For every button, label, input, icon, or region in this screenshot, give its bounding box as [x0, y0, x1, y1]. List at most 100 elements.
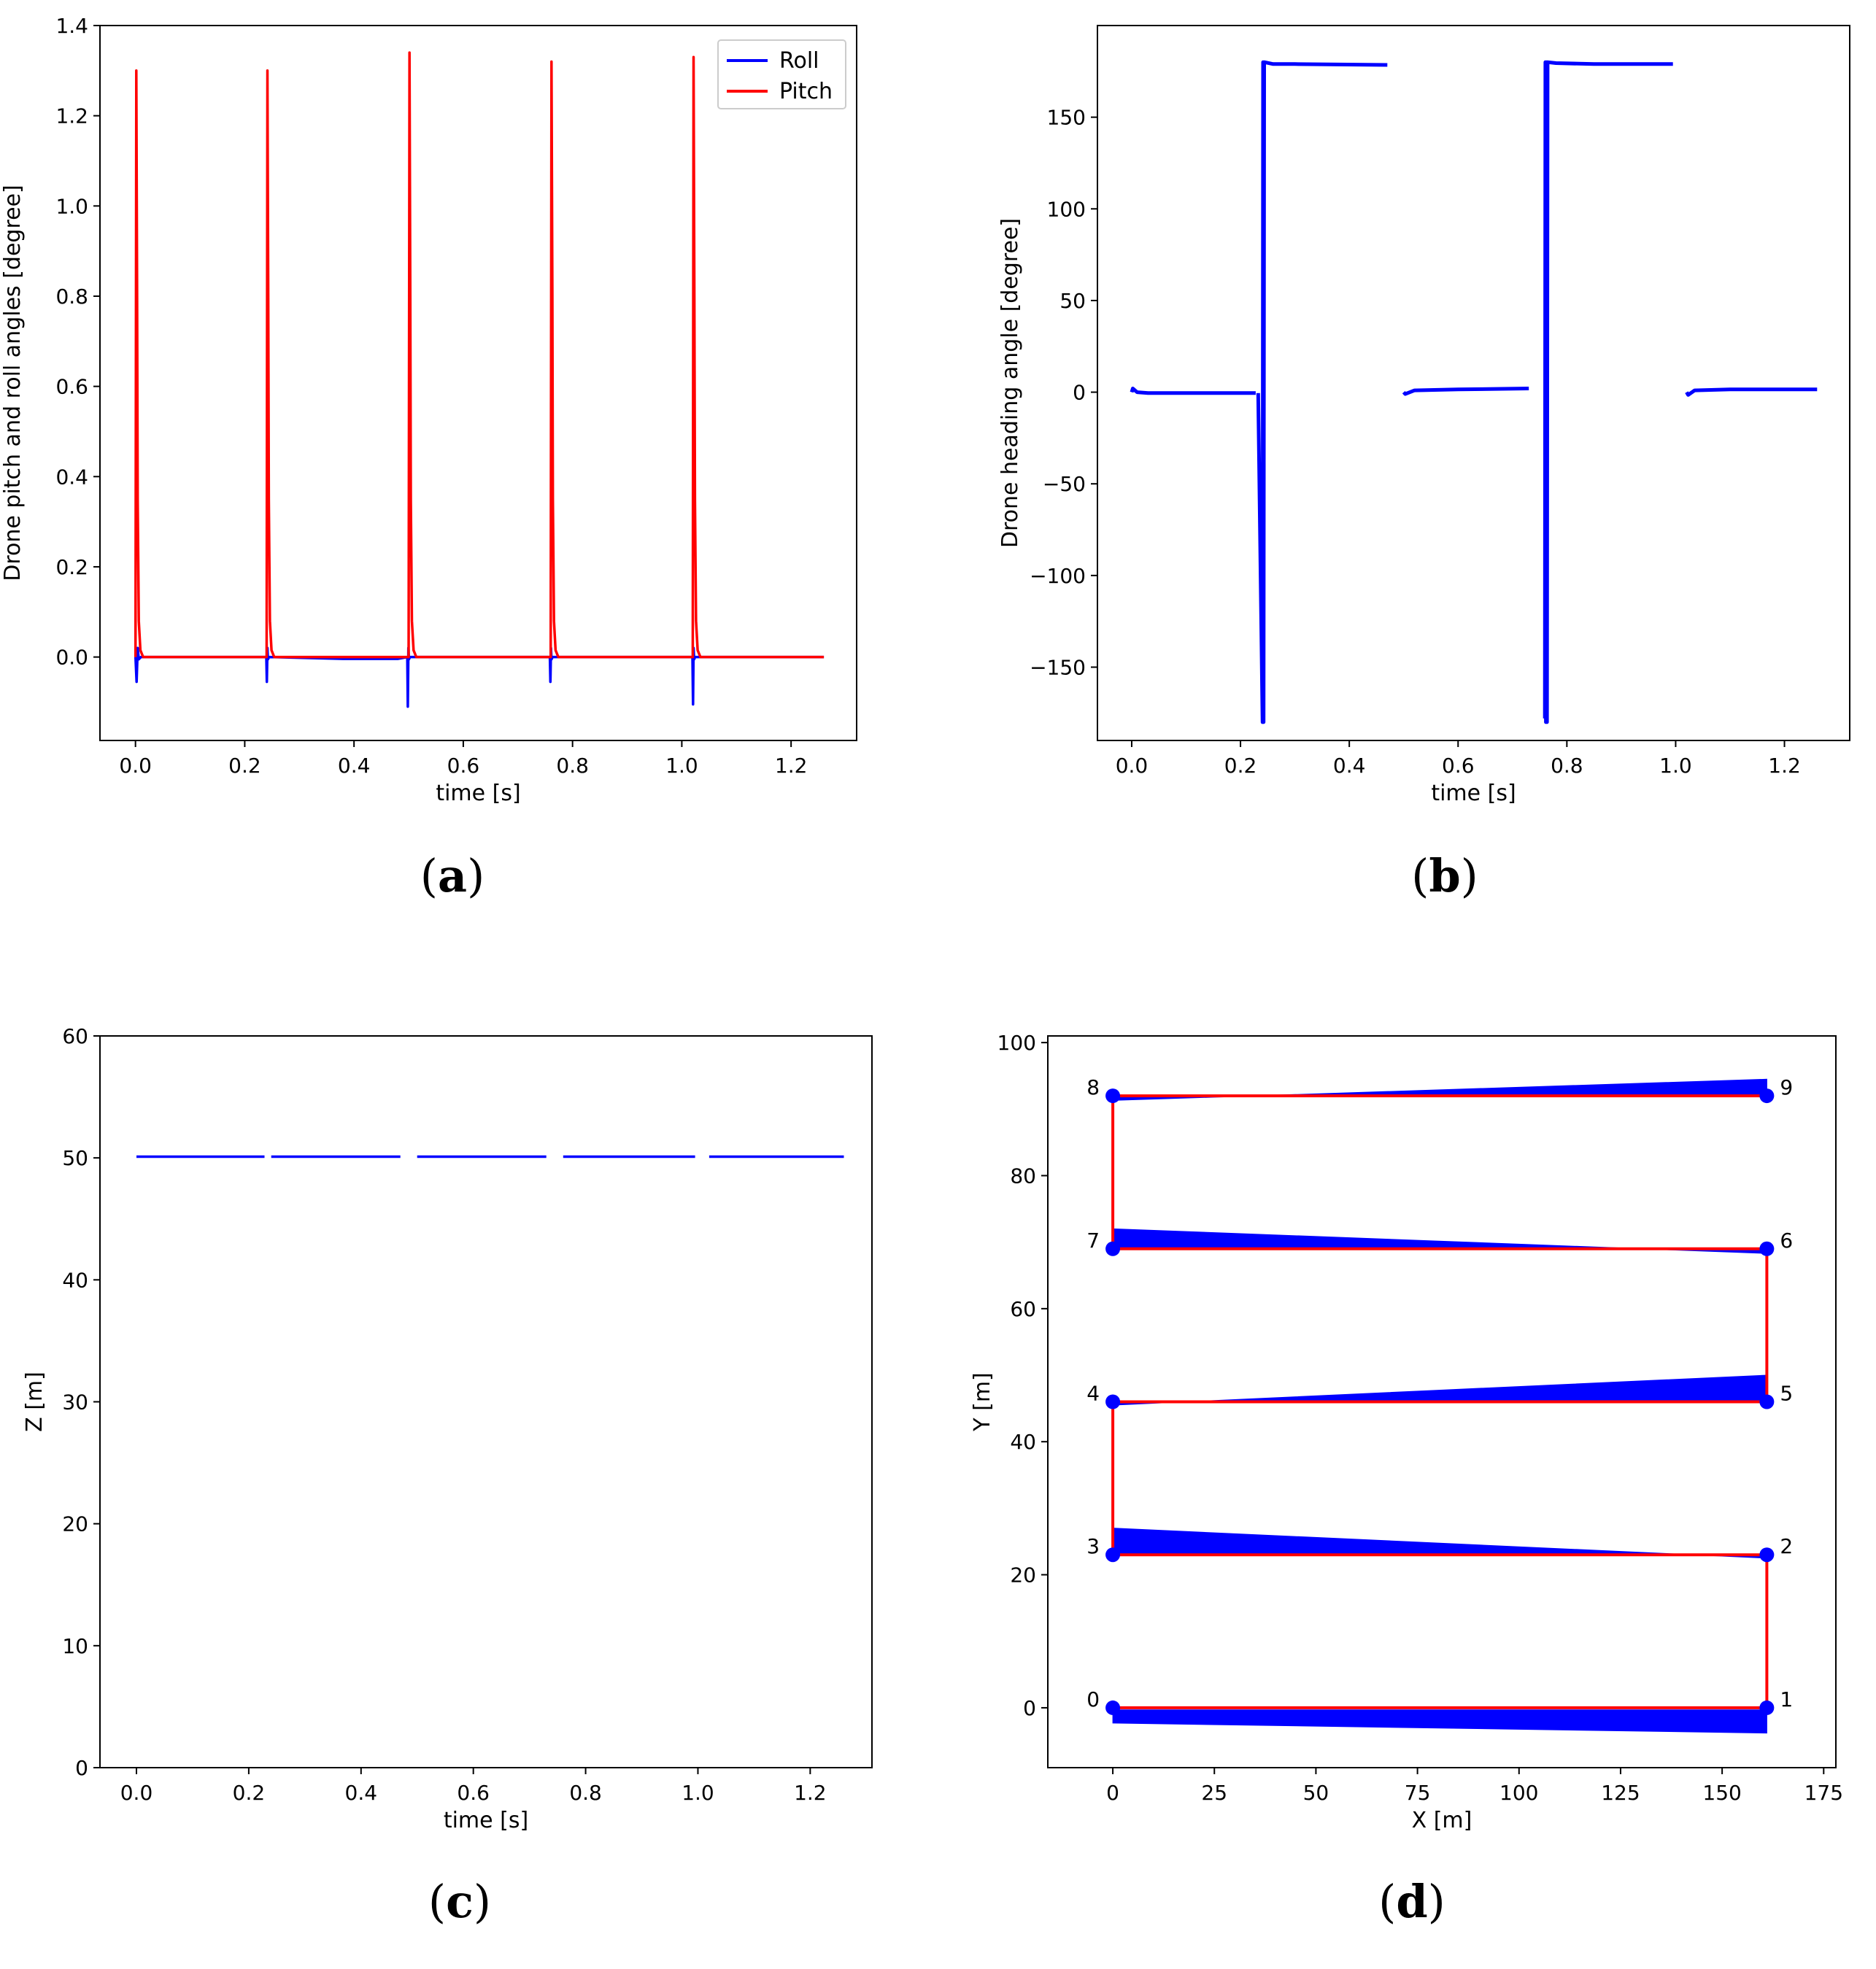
- x-tick-label: 0.8: [556, 754, 589, 778]
- x-axis-label: X [m]: [1412, 1808, 1472, 1833]
- y-tick-label: 30: [62, 1390, 88, 1415]
- y-tick-label: 40: [1010, 1430, 1036, 1454]
- x-tick-label: 0.6: [1442, 754, 1475, 778]
- caption-paren-close: ): [1461, 849, 1478, 902]
- legend-label-pitch: Pitch: [779, 79, 833, 104]
- caption-letter: c: [446, 1875, 474, 1928]
- series-segment: [1685, 387, 1818, 397]
- x-tick-label: 0.0: [1116, 754, 1149, 778]
- y-tick-label: 0.0: [55, 646, 88, 670]
- waypoint-label: 3: [1086, 1534, 1100, 1558]
- y-tick-label: 0.2: [55, 555, 88, 579]
- panel-d-trajectory-chart: 0 1 2 3 4 5 6 7 8 9 0 25 50 75 100 125 150 175 0 20 40 60 80 10…: [970, 1031, 1843, 1928]
- y-tick-label: −50: [1043, 472, 1086, 496]
- y-tick-label: 100: [1047, 197, 1086, 221]
- x-tick-label: 0.6: [447, 754, 480, 778]
- y-tick-label: −100: [1030, 564, 1086, 588]
- panel-caption: (c): [428, 1875, 491, 1928]
- y-tick-label: 1.4: [55, 14, 88, 38]
- y-tick-label: 40: [62, 1268, 88, 1292]
- y-tick-label: 60: [62, 1024, 88, 1048]
- y-axis-label: Drone heading angle [degree]: [997, 218, 1023, 548]
- panel-caption: (d): [1378, 1875, 1445, 1928]
- y-tick-label: 20: [1010, 1563, 1036, 1587]
- x-tick-label: 100: [1499, 1781, 1538, 1805]
- x-tick-label: 1.2: [1768, 754, 1801, 778]
- y-tick-label: 50: [62, 1146, 88, 1170]
- caption-letter: b: [1429, 849, 1460, 902]
- x-tick-label: 25: [1201, 1781, 1227, 1805]
- plot-area: [1111, 1078, 1769, 1734]
- y-tick-label: 0: [1023, 1696, 1036, 1720]
- caption-paren-close: ): [1428, 1875, 1445, 1928]
- x-axis-label: time [s]: [1431, 781, 1516, 806]
- y-tick-label: 1.2: [55, 104, 88, 128]
- x-tick-label: 50: [1303, 1781, 1329, 1805]
- x-tick-label: 0.8: [569, 1781, 602, 1805]
- x-tick-label: 125: [1601, 1781, 1640, 1805]
- waypoint-marker: [1759, 1394, 1775, 1409]
- x-tick-label: 0.4: [1333, 754, 1366, 778]
- waypoint-marker: [1759, 1700, 1775, 1715]
- x-tick-label: 1.0: [682, 1781, 714, 1805]
- y-tick-label: 150: [1047, 106, 1086, 130]
- y-tick-label: 0.8: [55, 285, 88, 309]
- y-tick-label: 0.4: [55, 465, 88, 489]
- caption-letter: a: [438, 849, 467, 902]
- plot-area: [134, 51, 825, 708]
- x-tick-label: 75: [1405, 1781, 1431, 1805]
- waypoint-marker: [1105, 1394, 1121, 1409]
- y-tick-label: 100: [997, 1031, 1036, 1055]
- planned-path-line: [1111, 1094, 1769, 1709]
- y-axis-label: Z [m]: [22, 1372, 47, 1432]
- x-tick-label: 0.2: [1224, 754, 1257, 778]
- waypoint-marker: [1759, 1241, 1775, 1256]
- waypoint-label: 5: [1780, 1382, 1793, 1406]
- caption-paren-open: (: [1411, 849, 1429, 902]
- caption-paren-close: ): [474, 1875, 491, 1928]
- series-segment: [1402, 387, 1529, 396]
- x-tick-label: 0.4: [338, 754, 371, 778]
- plot-area: [1130, 60, 1818, 724]
- plot-frame: [1097, 25, 1850, 741]
- y-tick-label: 0: [1073, 381, 1086, 405]
- y-tick-label: 0.6: [55, 375, 88, 399]
- waypoint-marker: [1105, 1088, 1121, 1104]
- waypoint-label: 0: [1086, 1687, 1100, 1711]
- caption-paren-open: (: [420, 849, 438, 902]
- y-tick-label: −150: [1030, 655, 1086, 679]
- waypoint-label: 6: [1780, 1229, 1793, 1253]
- waypoint-label: 9: [1780, 1075, 1793, 1099]
- y-tick-label: 1.0: [55, 194, 88, 218]
- x-tick-label: 1.2: [794, 1781, 827, 1805]
- series-segment: [1256, 60, 1388, 724]
- x-tick-label: 0.2: [228, 754, 261, 778]
- x-tick-label: 0.8: [1551, 754, 1583, 778]
- x-tick-label: 0.4: [345, 1781, 378, 1805]
- series-line-pitch: [134, 51, 825, 659]
- waypoint-label: 4: [1086, 1382, 1100, 1406]
- x-axis-label: time [s]: [436, 781, 520, 806]
- x-tick-label: 1.0: [665, 754, 698, 778]
- y-tick-label: 50: [1059, 289, 1086, 313]
- waypoint-label: 7: [1086, 1229, 1100, 1253]
- x-tick-label: 150: [1702, 1781, 1741, 1805]
- plot-frame: [1047, 1035, 1837, 1768]
- caption-paren-open: (: [428, 1875, 446, 1928]
- caption-paren-open: (: [1378, 1875, 1396, 1928]
- y-tick-label: 20: [62, 1512, 88, 1536]
- x-tick-label: 0.0: [120, 1781, 153, 1805]
- series-segment: [1543, 60, 1673, 724]
- y-axis-label: Y [m]: [970, 1372, 995, 1432]
- panel-b-heading-chart: 0.0 0.2 0.4 0.6 0.8 1.0 1.2 −150 −100 −50 0 50 100 15…: [997, 25, 1850, 902]
- x-tick-label: 0.0: [119, 754, 152, 778]
- caption-paren-close: ): [467, 849, 485, 902]
- plot-frame: [99, 25, 857, 741]
- waypoint-label: 8: [1086, 1075, 1100, 1099]
- plot-frame: [99, 1035, 873, 1768]
- series-segment: [1130, 387, 1256, 395]
- panel-c-altitude-chart: 0.0 0.2 0.4 0.6 0.8 1.0 1.2 0 10 20 30 40 50 60 time […: [22, 1024, 873, 1928]
- panel-a-pitch-roll-chart: Roll Pitch 0.0 0.2 0.4 0.6 0.8 1.0 1.2 0.0 0.2 0.4 0…: [0, 14, 857, 902]
- y-tick-label: 0: [75, 1756, 88, 1780]
